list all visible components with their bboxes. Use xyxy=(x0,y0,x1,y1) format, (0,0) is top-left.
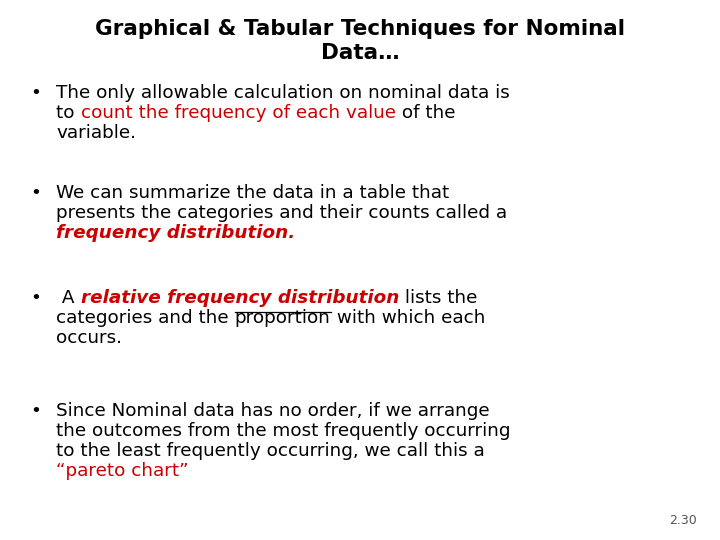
Text: categories and the: categories and the xyxy=(56,309,235,327)
Text: We can summarize the data in a table that: We can summarize the data in a table tha… xyxy=(56,184,449,201)
Text: lists the: lists the xyxy=(399,289,477,307)
Text: •: • xyxy=(30,84,41,102)
Text: presents the categories and their counts called a: presents the categories and their counts… xyxy=(56,204,508,221)
Text: variable.: variable. xyxy=(56,124,136,142)
Text: Graphical & Tabular Techniques for Nominal
Data…: Graphical & Tabular Techniques for Nomin… xyxy=(95,19,625,63)
Text: count the frequency of each value: count the frequency of each value xyxy=(81,104,395,122)
Text: to: to xyxy=(56,104,81,122)
Text: the outcomes from the most frequently occurring: the outcomes from the most frequently oc… xyxy=(56,422,510,440)
Text: The only allowable calculation on nominal data is: The only allowable calculation on nomina… xyxy=(56,84,510,102)
Text: occurs.: occurs. xyxy=(56,329,122,347)
Text: proportion: proportion xyxy=(235,309,330,327)
Text: 2.30: 2.30 xyxy=(670,514,698,526)
Text: Since Nominal data has no order, if we arrange: Since Nominal data has no order, if we a… xyxy=(56,402,490,420)
Text: A: A xyxy=(56,289,81,307)
Text: with which each: with which each xyxy=(330,309,485,327)
Text: frequency distribution.: frequency distribution. xyxy=(56,224,295,242)
Text: •: • xyxy=(30,184,41,201)
Text: •: • xyxy=(30,402,41,420)
Text: •: • xyxy=(30,289,41,307)
Text: relative frequency distribution: relative frequency distribution xyxy=(81,289,399,307)
Text: “pareto chart”: “pareto chart” xyxy=(56,462,189,481)
Text: to the least frequently occurring, we call this a: to the least frequently occurring, we ca… xyxy=(56,442,485,461)
Text: of the: of the xyxy=(395,104,455,122)
